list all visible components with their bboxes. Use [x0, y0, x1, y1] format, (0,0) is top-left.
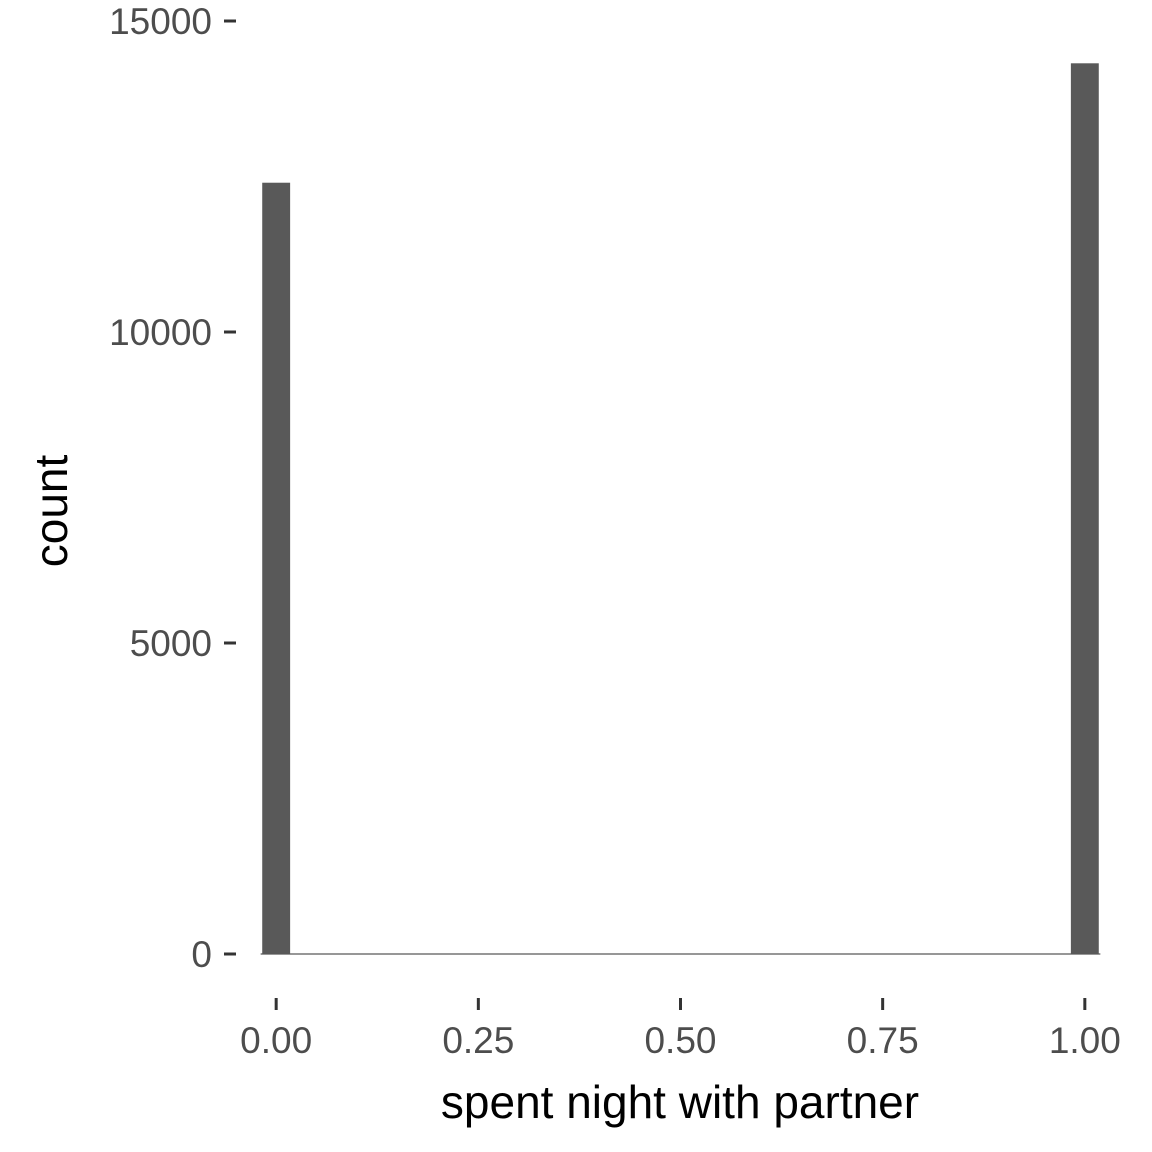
y-tick-label-0: 0 — [191, 934, 212, 975]
x-axis: 0.00 0.25 0.50 0.75 1.00 — [240, 998, 1121, 1061]
y-tick-label-1: 5000 — [130, 623, 212, 664]
x-tick-label-0: 0.00 — [240, 1020, 312, 1061]
x-tick-label-3: 0.75 — [847, 1020, 919, 1061]
y-tick-label-3: 15000 — [109, 1, 212, 42]
x-tick-label-2: 0.50 — [644, 1020, 716, 1061]
histogram-bar-0 — [262, 182, 291, 955]
x-axis-title: spent night with partner — [441, 1076, 919, 1128]
histogram-bar-1 — [1070, 63, 1099, 954]
x-tick-label-1: 0.25 — [442, 1020, 514, 1061]
x-tick-label-4: 1.00 — [1049, 1020, 1121, 1061]
y-tick-label-2: 10000 — [109, 312, 212, 353]
y-axis-title: count — [25, 455, 77, 568]
y-axis: 0 5000 10000 15000 — [109, 1, 236, 975]
plot-area — [262, 63, 1099, 955]
